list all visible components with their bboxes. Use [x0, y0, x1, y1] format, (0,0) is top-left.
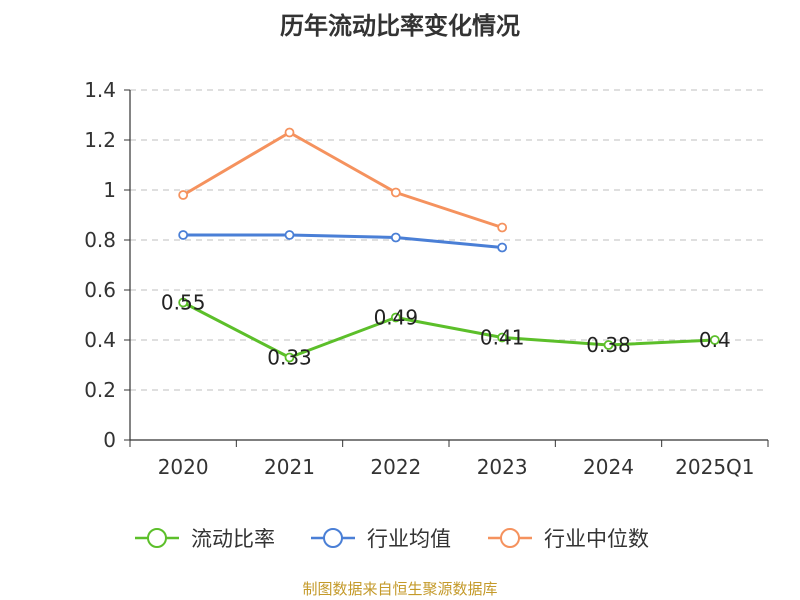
data-label: 0.38 — [586, 333, 631, 357]
legend-label: 行业均值 — [367, 527, 451, 551]
y-tick-label: 1.4 — [84, 78, 116, 102]
series-line — [182, 131, 503, 229]
legend[interactable]: 流动比率 行业均值 行业中位数 — [135, 527, 649, 551]
legend-marker-icon — [147, 528, 167, 548]
data-point — [390, 312, 401, 323]
legend-item[interactable]: 流动比率 — [135, 527, 275, 551]
x-tick-label: 2021 — [264, 455, 315, 479]
chart-title: 历年流动比率变化情况 — [280, 12, 520, 40]
x-tick-label: 2022 — [370, 455, 421, 479]
data-point — [178, 230, 189, 240]
data-point — [284, 127, 295, 138]
data-label: 0.4 — [699, 328, 731, 352]
y-tick-label: 0.4 — [84, 328, 116, 352]
data-point — [284, 230, 295, 240]
series-line — [183, 233, 503, 249]
x-tick-label: 2020 — [158, 455, 209, 479]
x-tick-label: 2024 — [583, 455, 634, 479]
data-label: 0.41 — [480, 326, 525, 350]
legend-item[interactable]: 行业均值 — [311, 527, 451, 551]
y-tick-label: 0.8 — [84, 228, 116, 252]
y-tick-label: 0.2 — [84, 378, 116, 402]
y-tick-label: 0.6 — [84, 278, 116, 302]
data-point — [497, 222, 508, 233]
series-group — [178, 127, 720, 363]
data-point — [284, 352, 295, 363]
data-point — [390, 232, 401, 243]
y-tick-label: 1.2 — [84, 128, 116, 152]
data-point — [390, 187, 401, 198]
data-point — [178, 190, 189, 200]
series-line — [182, 301, 715, 359]
data-point — [603, 340, 614, 350]
data-label: 0.33 — [267, 346, 312, 370]
data-point — [709, 335, 720, 345]
data-point — [497, 242, 508, 253]
data-label: 0.49 — [374, 306, 419, 330]
legend-marker-icon — [500, 528, 520, 548]
legend-item[interactable]: 行业中位数 — [488, 527, 649, 551]
grid-lines — [130, 89, 768, 391]
legend-marker-icon — [323, 528, 343, 548]
data-point — [497, 332, 508, 343]
y-tick-label: 1 — [103, 178, 116, 202]
data-labels: 0.55 0.33 0.49 0.41 0.38 0.4 — [161, 291, 731, 370]
legend-label: 行业中位数 — [544, 527, 649, 551]
x-tick-label: 2025Q1 — [675, 455, 754, 479]
data-label: 0.55 — [161, 291, 206, 315]
y-tick-label: 0 — [103, 428, 116, 452]
data-point — [178, 297, 189, 308]
x-tick-label: 2023 — [477, 455, 528, 479]
source-footer: 制图数据来自恒生聚源数据库 — [302, 580, 498, 598]
legend-label: 流动比率 — [191, 527, 275, 551]
axes: 0 0.2 0.4 0.6 0.8 1 1.2 1.4 2020 2021 2022 2023 2024… — [84, 78, 769, 479]
